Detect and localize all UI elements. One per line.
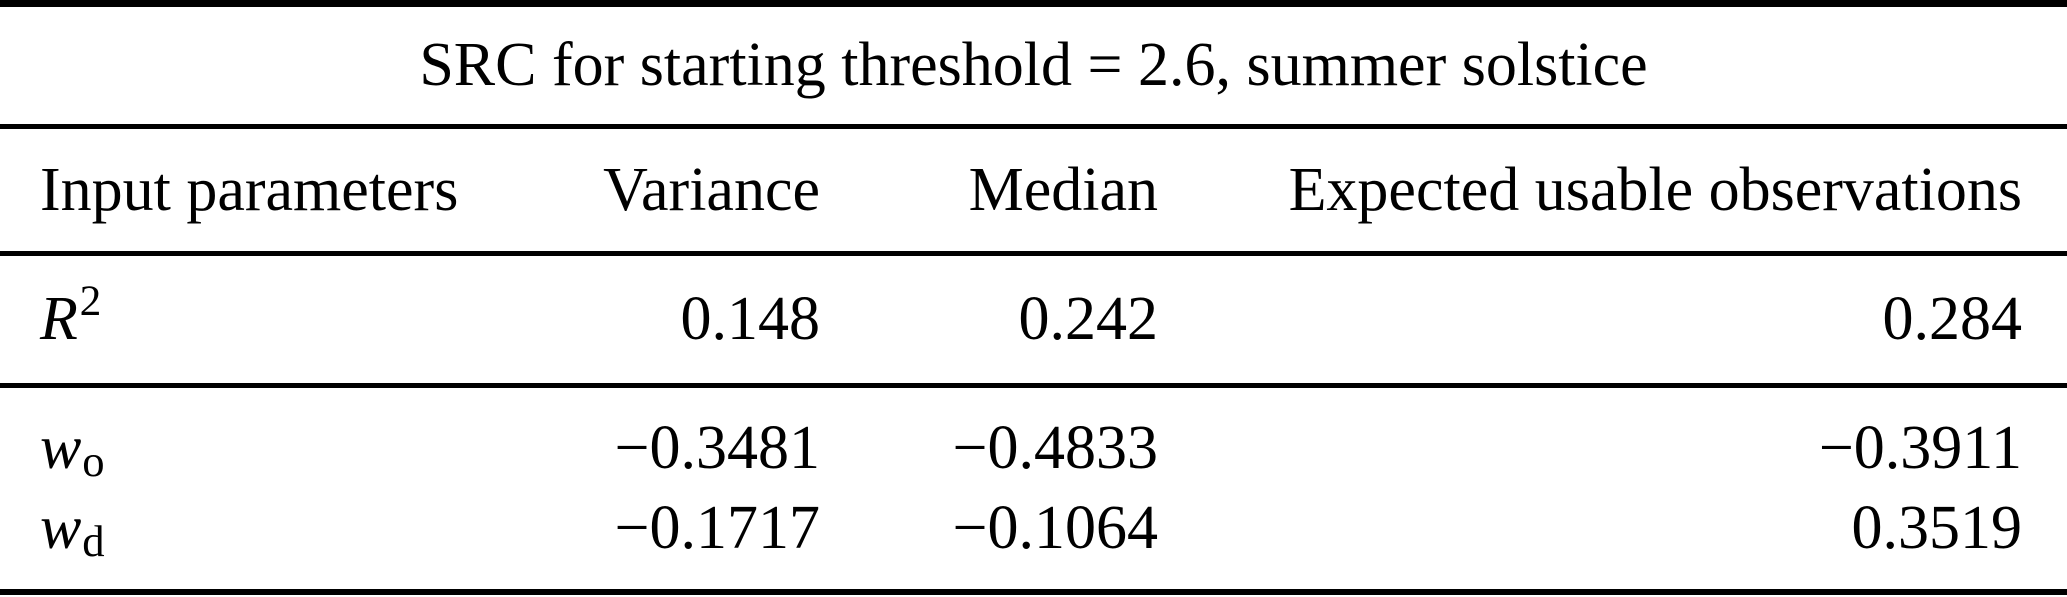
w-parameters-block: wo −0.3481 −0.4833 −0.3911 wd −0.1717 −0…	[0, 388, 2067, 589]
w-o-expected-value: −0.3911	[1818, 414, 2022, 482]
w-o-median-value: −0.4833	[952, 414, 1158, 482]
table-top-rule	[0, 0, 2067, 7]
table-row-w-d: wd −0.1717 −0.1064 0.3519	[0, 489, 2067, 569]
row-label-w-d: wd	[40, 493, 520, 567]
r-squared-expected-value: 0.284	[1882, 285, 2023, 353]
table-row-w-o: wo −0.3481 −0.4833 −0.3911	[0, 409, 2067, 489]
column-header-median: Median	[968, 155, 1158, 224]
table-header-row: Input parameters Variance Median Expecte…	[0, 129, 2067, 251]
table-row-r-squared: R2 0.148 0.242 0.284	[0, 256, 2067, 383]
table-bottom-rule	[0, 589, 2067, 595]
rule-below-header	[0, 251, 2067, 256]
w-d-base: w	[40, 494, 82, 562]
r-squared-variance-value: 0.148	[680, 285, 821, 353]
w-d-subscript: d	[82, 516, 105, 567]
row-label-r-squared: R2	[40, 277, 520, 355]
table-title: SRC for starting threshold = 2.6, summer…	[419, 31, 1648, 99]
w-o-subscript: o	[82, 436, 105, 487]
w-d-expected-value: 0.3519	[1851, 494, 2023, 562]
rule-below-title	[0, 124, 2067, 129]
rule-below-r-squared	[0, 383, 2067, 388]
r-squared-superscript: 2	[79, 277, 102, 326]
r-squared-median-value: 0.242	[1018, 285, 1159, 353]
w-d-variance-value: −0.1717	[614, 494, 820, 562]
table-title-row: SRC for starting threshold = 2.6, summer…	[0, 7, 2067, 124]
column-header-input-parameters: Input parameters	[40, 155, 459, 224]
column-header-expected-usable-observations: Expected usable observations	[1288, 155, 2022, 224]
w-o-base: w	[40, 414, 82, 482]
w-d-median-value: −0.1064	[952, 494, 1158, 562]
r-squared-base: R	[40, 285, 78, 353]
column-header-variance: Variance	[603, 155, 820, 224]
w-o-variance-value: −0.3481	[614, 414, 820, 482]
row-label-w-o: wo	[40, 413, 520, 487]
